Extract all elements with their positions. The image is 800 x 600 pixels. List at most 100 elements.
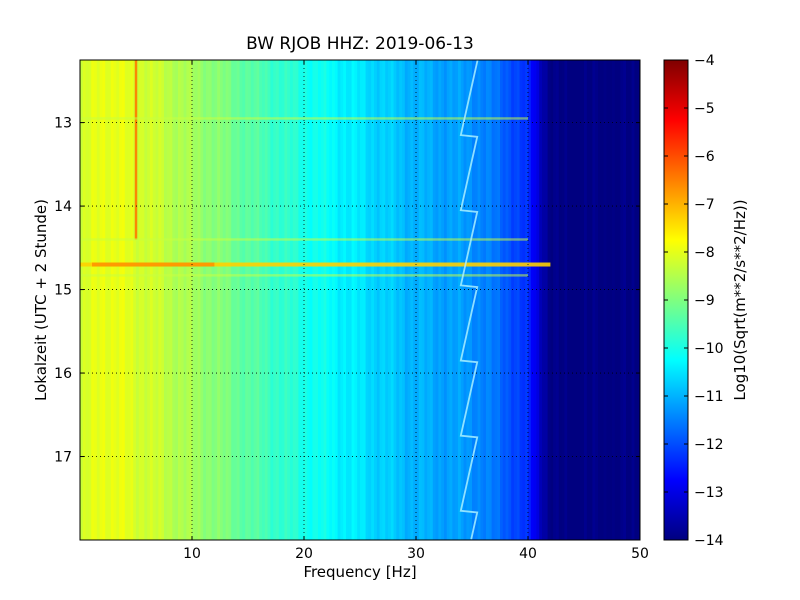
y-tick-label: 14 bbox=[54, 199, 72, 215]
spectrogram-features bbox=[80, 60, 551, 540]
spectrogram-column bbox=[463, 60, 467, 540]
spectrogram-column bbox=[586, 60, 591, 540]
spectrogram-column bbox=[326, 60, 330, 540]
spectrogram-column bbox=[295, 60, 299, 540]
x-tick-label: 30 bbox=[407, 546, 425, 562]
spectrogram-column bbox=[623, 60, 627, 540]
spectrogram-column bbox=[337, 60, 341, 540]
spectrogram-column bbox=[309, 60, 313, 540]
broadband-event-core bbox=[92, 262, 215, 267]
spectrogram-column bbox=[522, 60, 526, 540]
spectrogram-column bbox=[488, 60, 493, 540]
spectrogram-column bbox=[592, 60, 596, 540]
y-tick-label: 13 bbox=[54, 116, 72, 132]
spectrogram-column bbox=[80, 60, 84, 540]
chart-title: BW RJOB HHZ: 2019-06-13 bbox=[246, 34, 474, 54]
spectrogram-column bbox=[332, 60, 336, 540]
spectrogram-column bbox=[528, 60, 532, 540]
spectrogram-column bbox=[197, 60, 201, 540]
spectrogram-column bbox=[421, 60, 425, 540]
broadband-event bbox=[80, 262, 551, 267]
spectrogram-column bbox=[88, 60, 92, 540]
spectrogram-column bbox=[598, 60, 602, 540]
spectrogram-column bbox=[362, 60, 367, 540]
plot-area: 10 20 30 40 50 13 14 15 16 17 bbox=[54, 59, 649, 562]
spectrogram-column bbox=[444, 60, 448, 540]
spectrogram-column bbox=[267, 60, 271, 540]
spectrogram-column bbox=[284, 60, 288, 540]
spectrogram-column bbox=[318, 60, 322, 540]
spectrogram-column bbox=[85, 60, 89, 540]
spectrogram-column bbox=[357, 60, 361, 540]
x-axis-label: Frequency [Hz] bbox=[303, 563, 416, 581]
spectrogram-column bbox=[110, 60, 115, 540]
spectrogram-column bbox=[122, 60, 126, 540]
spectrogram-column bbox=[276, 60, 280, 540]
spectrogram-column bbox=[186, 60, 190, 540]
spectrogram-column bbox=[477, 60, 481, 540]
spectrogram-column bbox=[304, 60, 308, 540]
spectrogram-column bbox=[628, 60, 633, 540]
spectrogram-column bbox=[502, 60, 507, 540]
spectrogram-column bbox=[575, 60, 579, 540]
spectrogram-column bbox=[556, 60, 560, 540]
spectrogram-column bbox=[245, 60, 249, 540]
colorbar-tick-label: −5 bbox=[694, 101, 715, 117]
colorbar-tick-label: −6 bbox=[694, 149, 715, 165]
spectrogram-column bbox=[542, 60, 546, 540]
spectrogram-column bbox=[567, 60, 571, 540]
spectrogram-column bbox=[340, 60, 344, 540]
spectrogram-column bbox=[292, 60, 297, 540]
spectrogram-column bbox=[388, 60, 392, 540]
spectrogram-column bbox=[612, 60, 616, 540]
spectrogram-column bbox=[474, 60, 479, 540]
spectrogram-column bbox=[343, 60, 347, 540]
broadband-event bbox=[80, 238, 528, 241]
spectrogram-column bbox=[166, 60, 171, 540]
spectrogram-column bbox=[570, 60, 574, 540]
spectrogram-column bbox=[144, 60, 148, 540]
spectrogram-column bbox=[116, 60, 120, 540]
spectrogram-column bbox=[348, 60, 353, 540]
spectrogram-column bbox=[323, 60, 327, 540]
spectrogram-column bbox=[94, 60, 98, 540]
spectrogram-column bbox=[497, 60, 501, 540]
spectrogram-column bbox=[374, 60, 378, 540]
spectrogram-column bbox=[390, 60, 395, 540]
spectrogram-column bbox=[124, 60, 129, 540]
spectrogram-column bbox=[581, 60, 585, 540]
spectrogram-column bbox=[424, 60, 428, 540]
spectrogram-column bbox=[222, 60, 227, 540]
spectrogram-column bbox=[385, 60, 389, 540]
spectrogram-column bbox=[301, 60, 305, 540]
spectrogram-column bbox=[603, 60, 607, 540]
spectrogram-column bbox=[141, 60, 145, 540]
broadband-event bbox=[80, 117, 528, 120]
spectrogram-column bbox=[480, 60, 484, 540]
spectrogram-column bbox=[558, 60, 563, 540]
spectrogram-column bbox=[287, 60, 291, 540]
spectrogram-column bbox=[155, 60, 159, 540]
spectrogram-column bbox=[486, 60, 490, 540]
spectrogram-column bbox=[206, 60, 210, 540]
colorbar-tick-label: −14 bbox=[694, 533, 724, 549]
spectrogram-column bbox=[346, 60, 350, 540]
spectrogram-column bbox=[553, 60, 557, 540]
spectrogram-column bbox=[458, 60, 462, 540]
spectrogram-column bbox=[508, 60, 512, 540]
spectrogram-column bbox=[178, 60, 182, 540]
spectrogram-column bbox=[634, 60, 638, 540]
colorbar-tick-label: −8 bbox=[694, 245, 715, 261]
spectrogram-column bbox=[399, 60, 403, 540]
spectrogram-column bbox=[631, 60, 635, 540]
spectrogram-column bbox=[365, 60, 369, 540]
spectrogram-column bbox=[133, 60, 137, 540]
spectrogram-column bbox=[620, 60, 624, 540]
spectrogram-column bbox=[609, 60, 613, 540]
spectrogram-column bbox=[410, 60, 414, 540]
spectrogram-column bbox=[152, 60, 157, 540]
spectrogram-column bbox=[312, 60, 316, 540]
spectrogram-column bbox=[256, 60, 260, 540]
spectrogram-column bbox=[136, 60, 140, 540]
spectrogram-column bbox=[220, 60, 224, 540]
